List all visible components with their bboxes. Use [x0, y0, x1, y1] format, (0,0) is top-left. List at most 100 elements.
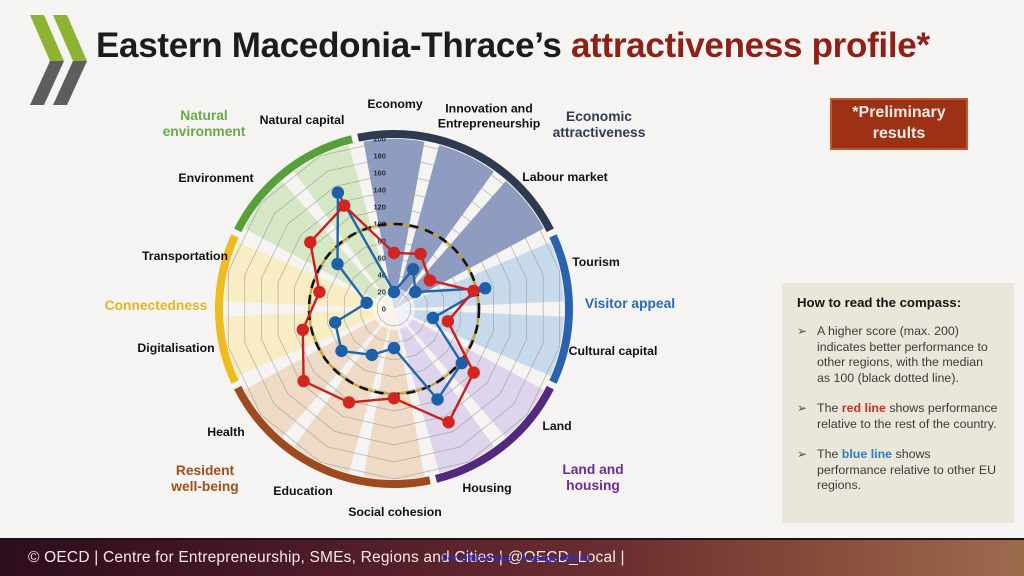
axis-tick-label: 0 [382, 305, 386, 314]
grid-ring [277, 189, 511, 429]
howto-bullet: ➢ The red line shows performance relative… [797, 401, 999, 432]
sector-wedge [244, 309, 394, 437]
title-prefix: Eastern Macedonia-Thrace’s [96, 26, 571, 65]
bullet-arrow-icon: ➢ [797, 401, 808, 415]
series-point [479, 282, 492, 295]
classification-text: For Official Use - A usage officiel [442, 553, 591, 564]
grid-ring [377, 291, 411, 327]
series-point [431, 393, 444, 406]
page-title: Eastern Macedonia-Thrace’s attractivenes… [96, 26, 930, 66]
axis-tick-label: 20 [378, 288, 386, 297]
preliminary-results-text: *Preliminary results [852, 104, 946, 142]
axis-tick-label: 100 [373, 220, 386, 229]
how-to-read-title: How to read the compass: [797, 295, 962, 310]
median-ring [307, 222, 481, 396]
sector-wedge [294, 145, 394, 309]
category-label-natural-capital: Natural capital [259, 112, 345, 127]
sector-wedge [363, 138, 425, 309]
category-label-transportation: Transportation [141, 248, 229, 263]
series-point [467, 284, 480, 297]
sector-wedge [224, 242, 394, 309]
series-point [338, 199, 351, 212]
sector-wedge [363, 309, 425, 480]
sector-wedge [394, 309, 564, 376]
category-label-environment: Environment [178, 170, 254, 185]
series-point [414, 247, 427, 261]
category-label-labour-market: Labour market [522, 169, 608, 184]
axis-tick-label: 140 [373, 186, 386, 195]
series-point [387, 285, 401, 299]
oecd-logo [30, 15, 87, 105]
sector-wedge [224, 309, 394, 376]
series-point [387, 246, 401, 260]
grid-ring [343, 257, 445, 361]
sector-wedge [394, 181, 544, 309]
median-ring-under [308, 223, 480, 395]
category-label-education: Education [273, 483, 333, 498]
series-point [360, 296, 373, 309]
group-label-land-and-housing: Land and housing [562, 462, 624, 493]
axis-tick-label: 120 [373, 203, 386, 212]
series-point [467, 366, 480, 379]
group-label-connectedness: Connectedness [104, 298, 208, 313]
category-label-housing: Housing [462, 480, 512, 495]
grid-ring [294, 206, 494, 412]
category-label-land: Land [542, 418, 572, 433]
logo-chevron-green [30, 15, 64, 61]
how-to-read-bullets: ➢ A higher score (max. 200) indicates bet… [797, 324, 999, 494]
series-point [297, 374, 310, 388]
group-rim-arc [234, 385, 431, 488]
series-point [329, 316, 342, 329]
grid-ring [244, 155, 544, 463]
series-point [304, 236, 317, 249]
series-point [365, 348, 379, 362]
series-line [334, 191, 487, 401]
series-point [335, 344, 348, 358]
series-point [342, 396, 356, 409]
sector-wedge [294, 309, 394, 473]
grid-ring [360, 274, 428, 344]
group-rim-arc [357, 130, 554, 233]
howto-bullet: ➢ A higher score (max. 200) indicates bet… [797, 324, 999, 386]
how-to-read-box: How to read the compass: ➢ A higher score… [782, 283, 1014, 523]
bullet-text: The blue line shows performance relative… [817, 447, 997, 492]
howto-bullet: ➢ The blue line shows performance relativ… [797, 447, 999, 494]
sector-wedge [394, 309, 494, 473]
series-point [407, 263, 420, 276]
group-rim-arc [234, 135, 353, 233]
category-label-innovation-and-entrepreneurship: Innovation and Entrepreneurship [437, 101, 541, 131]
sector-wedge [394, 309, 544, 437]
category-label-economy: Economy [367, 96, 423, 111]
category-label-health: Health [207, 424, 245, 439]
group-label-resident-well-being: Resident well-being [171, 463, 239, 494]
series-point [331, 257, 344, 271]
axis-tick-label: 60 [378, 254, 386, 263]
series-point [442, 416, 455, 429]
axis-tick-label: 200 [373, 135, 386, 144]
axis-tick-label: 180 [373, 152, 386, 161]
sector-wedge [394, 242, 564, 309]
sector-wedge [244, 181, 394, 309]
group-rim-arc [435, 385, 554, 483]
category-label-tourism: Tourism [572, 254, 620, 269]
series-point [409, 285, 422, 299]
grid-ring [261, 172, 527, 446]
logo-chevron-green [53, 15, 87, 61]
grid-ring [310, 223, 478, 395]
title-highlight: attractiveness profile* [570, 26, 930, 65]
group-rim-arc [549, 234, 573, 384]
series-point [296, 323, 309, 336]
category-label-social-cohesion: Social cohesion [348, 504, 442, 519]
series-point [387, 392, 401, 405]
group-rim-arc [215, 234, 239, 384]
axis-tick-label: 160 [373, 169, 386, 178]
category-label-digitalisation: Digitalisation [137, 340, 215, 355]
series-point [331, 186, 345, 199]
bullet-text: A higher score (max. 200) indicates bett… [817, 324, 988, 385]
series-line [301, 204, 475, 424]
group-label-natural-environment: Natural environment [162, 108, 246, 139]
axis-tick-label: 40 [378, 271, 386, 280]
series-point [387, 341, 401, 355]
series-point [423, 274, 437, 287]
